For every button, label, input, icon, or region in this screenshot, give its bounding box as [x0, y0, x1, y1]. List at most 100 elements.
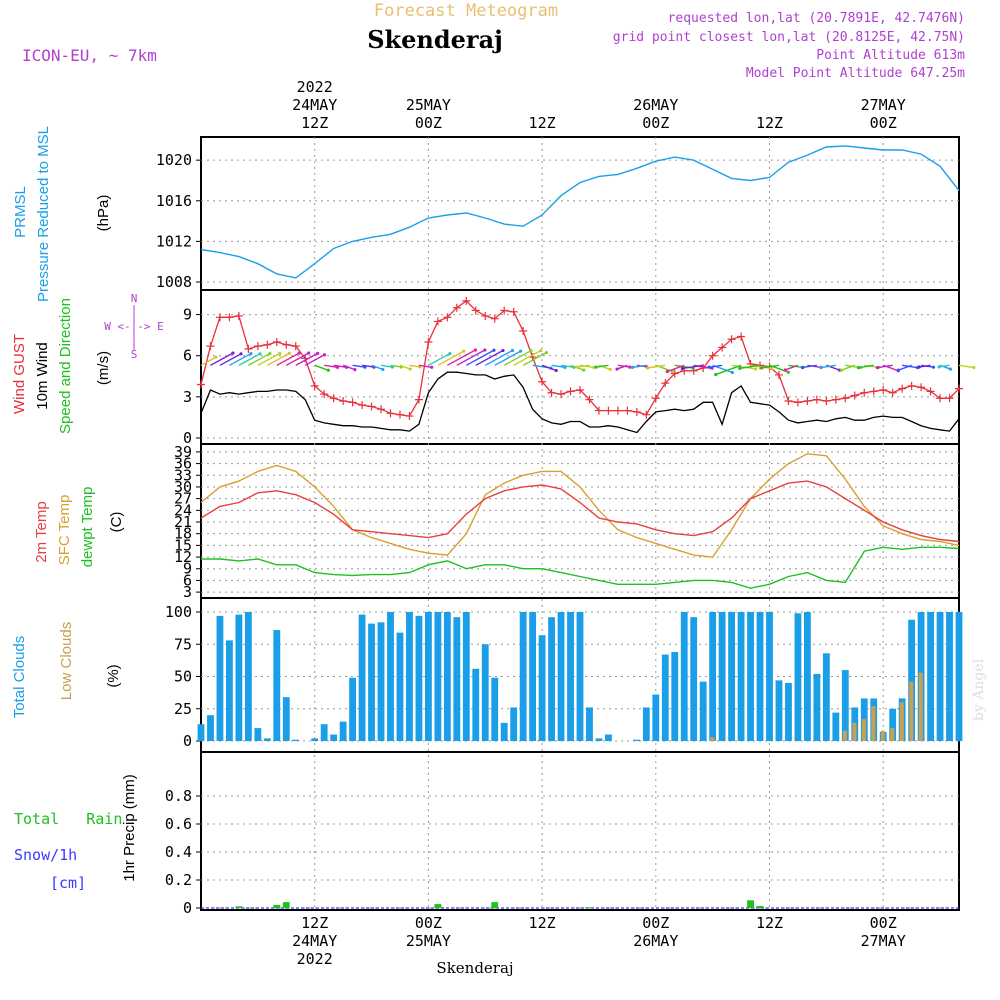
wind-arrowhead [839, 368, 843, 372]
total-cloud-bar [481, 644, 489, 741]
wind-arrowhead [278, 351, 282, 355]
low-cloud-bar [852, 722, 857, 741]
top-tick-date: 24MAY [292, 96, 337, 114]
wind-arrowhead [608, 367, 612, 372]
gust-marker [291, 342, 300, 351]
gust-marker [642, 410, 651, 419]
dir-label: Speed and Direction [57, 298, 74, 434]
snow-label: Snow/1h [14, 846, 77, 864]
wind-arrow [494, 350, 521, 366]
total-cloud-bar [207, 715, 214, 741]
temperature-ytick-label: 27 [174, 490, 192, 508]
wind-arrow [342, 364, 356, 371]
wind-arrow [715, 364, 742, 376]
total-cloud-bar [709, 612, 717, 741]
wind-arrow [352, 364, 366, 368]
temperature-ytick-label: 39 [174, 443, 192, 461]
total-cloud-bar [586, 707, 593, 741]
wind-arrowhead [931, 365, 936, 369]
wind-labels: Wind GUST 10m Wind Speed and Direction (… [11, 292, 164, 434]
gust-marker [822, 396, 831, 405]
low-cloud-bar [861, 719, 866, 741]
pressure-name: PRMSL [12, 186, 29, 238]
clouds-unit: (%) [105, 664, 122, 687]
precipitation-ytick-label: 0 [183, 899, 192, 917]
gust-marker [784, 396, 793, 405]
wind-arrowhead [707, 365, 711, 369]
gust-marker [500, 306, 509, 315]
wind-arrow [541, 364, 557, 372]
gust-marker [917, 383, 926, 392]
wind-arrowhead [510, 348, 515, 353]
gust-marker [803, 396, 812, 405]
gust-marker [869, 387, 878, 396]
gust-marker [547, 388, 556, 397]
pressure-line [200, 145, 960, 279]
gust-label: Wind GUST [11, 334, 28, 414]
precipitation-ytick-label: 0.8 [165, 787, 192, 805]
wind-arrowhead [819, 365, 823, 370]
gust-marker [737, 332, 746, 341]
temperature-ytick-label: 15 [174, 536, 192, 554]
gust-marker [557, 390, 566, 399]
total-cloud-bar [358, 614, 366, 741]
wind-arrowhead [856, 366, 860, 370]
wind-arrow [456, 349, 486, 366]
total-cloud-bar [605, 734, 612, 741]
bottom-tick-date: 24MAY [292, 932, 337, 950]
gust-marker [377, 405, 386, 414]
rain-bar [491, 902, 499, 908]
top-tick-year: 2022 [297, 78, 333, 96]
total-cloud-bar [434, 612, 442, 741]
precipitation-frame [200, 751, 960, 911]
wind-arrowhead [754, 367, 758, 371]
wind-arrowhead [645, 366, 650, 370]
gust-marker [386, 409, 395, 418]
wind-ytick-label: 9 [183, 306, 192, 324]
compass-n: N [131, 292, 138, 305]
wind-arrow [616, 364, 628, 370]
temperature-ytick-label: 33 [174, 466, 192, 484]
low-cloud-bar [880, 730, 885, 741]
wind-arrow [219, 353, 242, 366]
low-cloud-bar [871, 706, 876, 741]
temperature-ytick-label: 3 [183, 583, 192, 601]
gust-marker [632, 407, 641, 416]
wind-arrowhead [615, 367, 619, 371]
wind-arrow [295, 352, 319, 366]
gridpoint-coords: grid point closest lon,lat (20.8125E, 42… [613, 30, 965, 45]
total-cloud-bar [794, 613, 802, 741]
total-cloud-bar [595, 738, 603, 741]
gust-marker [793, 398, 802, 407]
wind-arrowhead [917, 365, 921, 369]
total-cloud-bar [936, 612, 944, 741]
gust-marker [538, 377, 547, 386]
wind-arrow [840, 364, 856, 371]
pressure-ytick-label: 1012 [156, 232, 192, 250]
wind-arrow [314, 364, 329, 371]
top-tick-date: 25MAY [406, 96, 451, 114]
total-cloud-bar [491, 677, 499, 741]
temperature-ytick-label: 36 [174, 455, 192, 473]
wind-arrowhead [665, 369, 669, 374]
t2m-label: 2m Temp [33, 501, 50, 562]
total-cloud-bar [766, 612, 773, 741]
gust-marker [433, 317, 442, 326]
total-cloud-bar [244, 612, 252, 741]
gust-marker [339, 396, 348, 405]
bottom-tick-hour: 00Z [870, 914, 897, 932]
rain-bar [747, 900, 754, 908]
total-cloud-bar [472, 668, 480, 741]
wind-arrow [560, 364, 575, 368]
total-cloud-bar [273, 630, 281, 741]
total-cloud-bar [292, 739, 300, 741]
top-tick-date: 27MAY [861, 96, 906, 114]
wind-arrowhead [714, 372, 718, 377]
pressure-ytick-label: 1020 [156, 151, 192, 169]
wind-arrowhead [529, 349, 533, 353]
credit-label: by Angel [971, 658, 987, 721]
wind-arrowhead [539, 348, 543, 353]
wind-arrowhead [594, 365, 598, 369]
wind-arrowhead [628, 365, 632, 369]
